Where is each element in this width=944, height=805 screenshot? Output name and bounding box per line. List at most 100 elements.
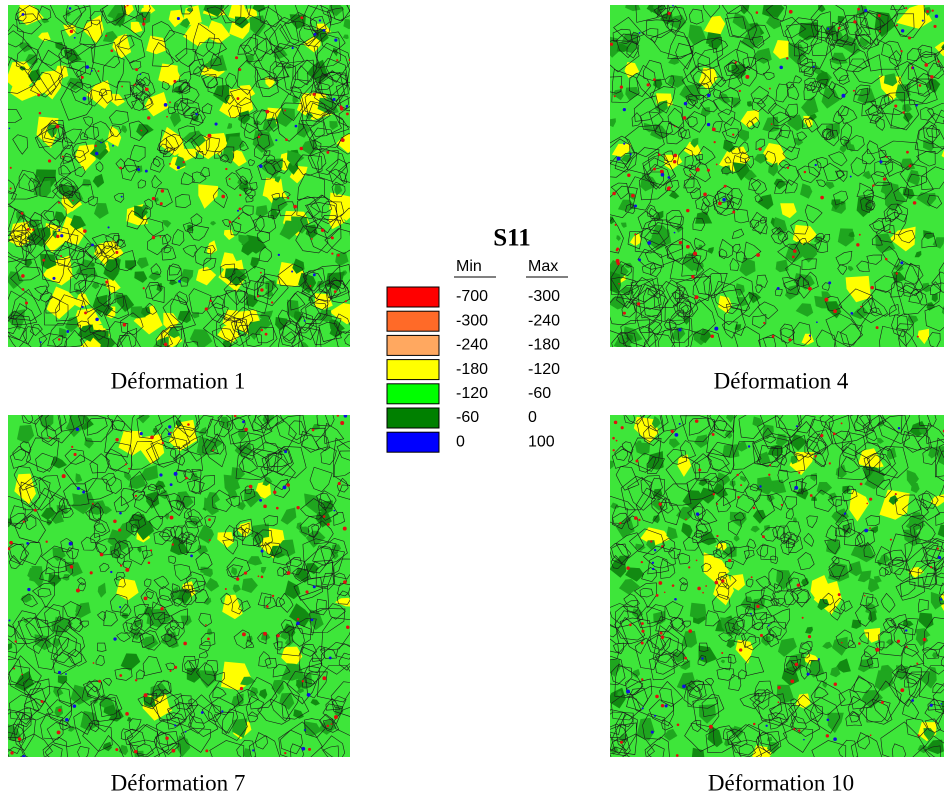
- grain-boundary: [834, 330, 850, 347]
- grain-boundary: [626, 687, 649, 712]
- grain-boundary: [636, 605, 664, 629]
- grain-boundary: [879, 626, 907, 657]
- hotspot: [650, 540, 653, 543]
- hotspot: [187, 423, 190, 426]
- dark-region: [34, 634, 52, 651]
- hotspot: [840, 641, 843, 644]
- grain-boundary: [71, 141, 89, 158]
- hotspot: [788, 9, 793, 14]
- dark-region: [857, 658, 874, 673]
- grain-boundary: [689, 187, 701, 199]
- grain-boundary: [145, 590, 154, 600]
- grain-boundary: [828, 557, 853, 578]
- grain-boundary: [180, 172, 196, 185]
- hotspot: [348, 58, 350, 62]
- grain-boundary: [752, 688, 783, 722]
- grain-boundary: [261, 452, 289, 473]
- yellow-region: [46, 286, 79, 320]
- grain-boundary: [814, 686, 829, 699]
- hotspot: [765, 724, 768, 727]
- grain-boundary: [931, 271, 944, 293]
- grain-boundary: [936, 46, 944, 68]
- grain-boundary: [115, 158, 126, 170]
- hotspot: [768, 473, 771, 476]
- dark-region: [92, 329, 109, 345]
- grain-boundary: [101, 473, 117, 487]
- dark-region: [139, 464, 159, 481]
- hotspot: [721, 651, 724, 655]
- dark-region: [695, 211, 713, 224]
- grain-boundary: [938, 591, 944, 605]
- grain-boundary: [689, 62, 723, 89]
- grain-boundary: [685, 111, 706, 133]
- hotspot: [342, 526, 347, 531]
- dark-region: [777, 637, 797, 657]
- hotspot: [663, 591, 666, 594]
- grain-boundary: [90, 697, 118, 733]
- dark-region: [652, 515, 660, 524]
- dark-region: [729, 511, 747, 527]
- grain-boundary: [707, 476, 725, 494]
- grain-boundary: [619, 617, 651, 655]
- hotspot: [214, 122, 218, 126]
- grain-boundary: [815, 329, 837, 347]
- hotspot: [635, 459, 639, 463]
- hotspot: [806, 672, 810, 676]
- dark-region: [293, 709, 304, 719]
- yellow-region: [72, 308, 102, 330]
- grain-boundary: [897, 229, 916, 244]
- grain-boundary: [771, 227, 782, 235]
- grain-boundary: [228, 105, 242, 119]
- yellow-region: [217, 324, 240, 345]
- grain-boundary: [614, 445, 628, 461]
- dark-region: [17, 424, 35, 444]
- grain-boundary: [131, 440, 160, 470]
- hotspot: [837, 593, 841, 597]
- grain-boundary: [53, 638, 82, 668]
- grain-boundary: [60, 537, 74, 553]
- grain-boundary: [274, 479, 290, 498]
- grain-boundary: [649, 262, 663, 278]
- grain-boundary: [646, 604, 666, 625]
- dark-region: [91, 282, 100, 290]
- dark-region: [919, 426, 927, 436]
- grain-boundary: [865, 515, 881, 527]
- dark-region: [707, 725, 723, 748]
- grain-boundary: [21, 593, 38, 608]
- grain-boundary: [614, 663, 644, 699]
- hotspot: [284, 752, 287, 755]
- grain-boundary: [38, 415, 67, 432]
- hotspot: [128, 467, 130, 470]
- grain-boundary: [921, 647, 940, 659]
- grain-boundary: [99, 562, 110, 572]
- dark-region: [821, 86, 840, 109]
- grain-boundary: [249, 182, 258, 190]
- hotspot: [714, 326, 719, 331]
- hotspot: [612, 449, 615, 452]
- grain-boundary: [676, 147, 694, 169]
- grain-boundary: [25, 233, 46, 259]
- grain-boundary: [610, 555, 623, 569]
- grain-boundary: [8, 190, 17, 205]
- grain-boundary: [265, 154, 276, 165]
- hotspot: [57, 338, 61, 341]
- hotspot: [144, 87, 149, 92]
- grain-boundary: [188, 658, 199, 671]
- grain-boundary: [126, 210, 145, 230]
- grain-boundary: [247, 711, 259, 723]
- grain-boundary: [835, 499, 848, 517]
- hotspot: [21, 673, 23, 676]
- hotspot: [322, 676, 327, 681]
- grain-boundary: [129, 120, 149, 141]
- grain-boundary: [796, 415, 816, 434]
- grain-boundary: [679, 440, 696, 459]
- grain-boundary: [272, 664, 291, 678]
- hotspot: [82, 96, 87, 101]
- grain-boundary: [897, 284, 928, 315]
- hotspot: [686, 244, 690, 249]
- hotspot: [72, 199, 74, 202]
- hotspot: [125, 567, 130, 572]
- grain-boundary: [148, 284, 165, 303]
- grain-boundary: [64, 448, 86, 465]
- grain-boundary: [615, 605, 644, 629]
